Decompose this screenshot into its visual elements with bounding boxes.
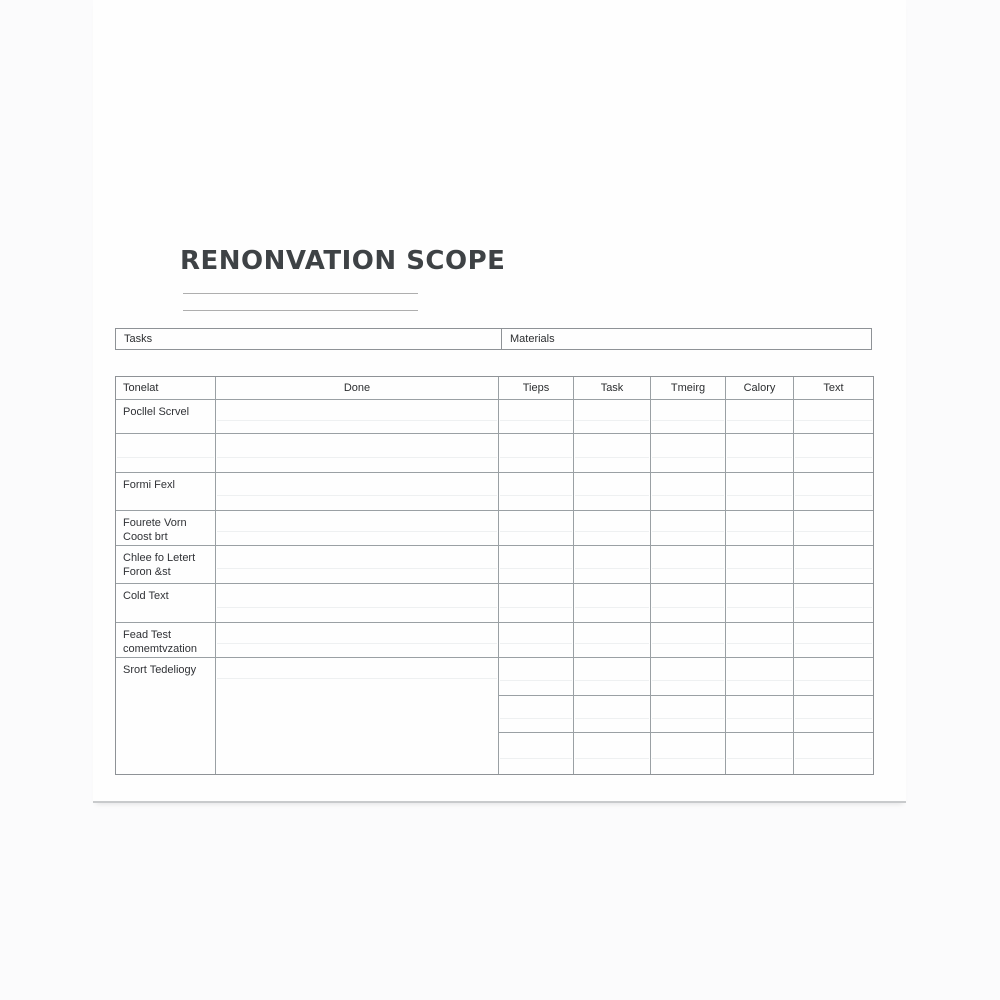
table-cell <box>574 584 651 623</box>
table-cell <box>574 546 651 584</box>
row-label: Fead Test comemtvzation <box>116 623 216 658</box>
table-cell <box>574 473 651 511</box>
table-cell <box>726 473 794 511</box>
row-label: Formi Fexl <box>116 473 216 511</box>
column-header: Done <box>216 377 499 400</box>
table-cell <box>574 434 651 473</box>
table-cell <box>726 623 794 658</box>
table-cell <box>726 733 794 774</box>
column-header: Text <box>794 377 873 400</box>
column-header: Task <box>574 377 651 400</box>
table-cell <box>726 511 794 546</box>
materials-section-label: Materials <box>501 329 871 349</box>
table-cell <box>499 434 574 473</box>
table-cell <box>651 434 726 473</box>
table-cell <box>499 400 574 434</box>
table-cell <box>651 733 726 774</box>
renovation-scope-table: Tonelat Done Tieps Task Tmeirg Calory Te… <box>115 376 874 775</box>
table-cell <box>216 511 499 546</box>
table-cell <box>794 623 873 658</box>
table-cell <box>216 546 499 584</box>
table-cell <box>574 623 651 658</box>
row-label: Cold Text <box>116 584 216 623</box>
table-cell <box>216 584 499 623</box>
table-cell <box>499 696 574 733</box>
row-label: Fourete Vorn Coost brt <box>116 511 216 546</box>
title-writing-line <box>183 310 418 311</box>
table-cell <box>499 584 574 623</box>
column-header: Tmeirg <box>651 377 726 400</box>
page-title: RENONVATION SCOPE <box>180 246 506 276</box>
table-cell <box>651 400 726 434</box>
table-cell <box>794 546 873 584</box>
table-cell <box>651 696 726 733</box>
table-cell <box>794 658 873 696</box>
table-cell <box>651 584 726 623</box>
table-cell <box>574 696 651 733</box>
table-cell <box>574 400 651 434</box>
table-cell <box>216 623 499 658</box>
table-cell <box>499 473 574 511</box>
table-cell <box>794 511 873 546</box>
document-page: RENONVATION SCOPE Tasks Materials Tonela… <box>93 0 906 803</box>
table-cell <box>651 546 726 584</box>
column-header: Calory <box>726 377 794 400</box>
table-cell <box>651 658 726 696</box>
table-cell <box>726 696 794 733</box>
table-cell <box>726 546 794 584</box>
table-cell <box>574 658 651 696</box>
table-cell <box>794 696 873 733</box>
table-cell <box>726 584 794 623</box>
row-label: Srort Tedeliogy <box>116 658 216 774</box>
table-cell <box>651 623 726 658</box>
tasks-section-label: Tasks <box>124 333 153 345</box>
table-cell <box>499 733 574 774</box>
table-cell <box>651 473 726 511</box>
table-cell <box>216 434 499 473</box>
table-cell <box>794 584 873 623</box>
table-cell <box>794 733 873 774</box>
table-cell <box>726 658 794 696</box>
table-cell <box>216 658 499 774</box>
table-cell <box>499 623 574 658</box>
column-header: Tonelat <box>116 377 216 400</box>
column-header: Tieps <box>499 377 574 400</box>
table-cell <box>499 658 574 696</box>
table-cell <box>794 400 873 434</box>
table-cell <box>794 473 873 511</box>
table-cell <box>499 511 574 546</box>
table-cell <box>574 511 651 546</box>
table-cell <box>216 400 499 434</box>
table-cell <box>499 546 574 584</box>
table-cell <box>794 434 873 473</box>
row-label: Pocllel Scrvel <box>116 400 216 434</box>
tasks-materials-bar: Tasks Materials <box>115 328 872 350</box>
table-cell <box>726 400 794 434</box>
table-cell <box>651 511 726 546</box>
title-writing-line <box>183 293 418 294</box>
table-cell <box>216 473 499 511</box>
table-cell <box>726 434 794 473</box>
row-label: Chlee fo Letert Foron &st <box>116 546 216 584</box>
table-cell <box>574 733 651 774</box>
row-label <box>116 434 216 473</box>
